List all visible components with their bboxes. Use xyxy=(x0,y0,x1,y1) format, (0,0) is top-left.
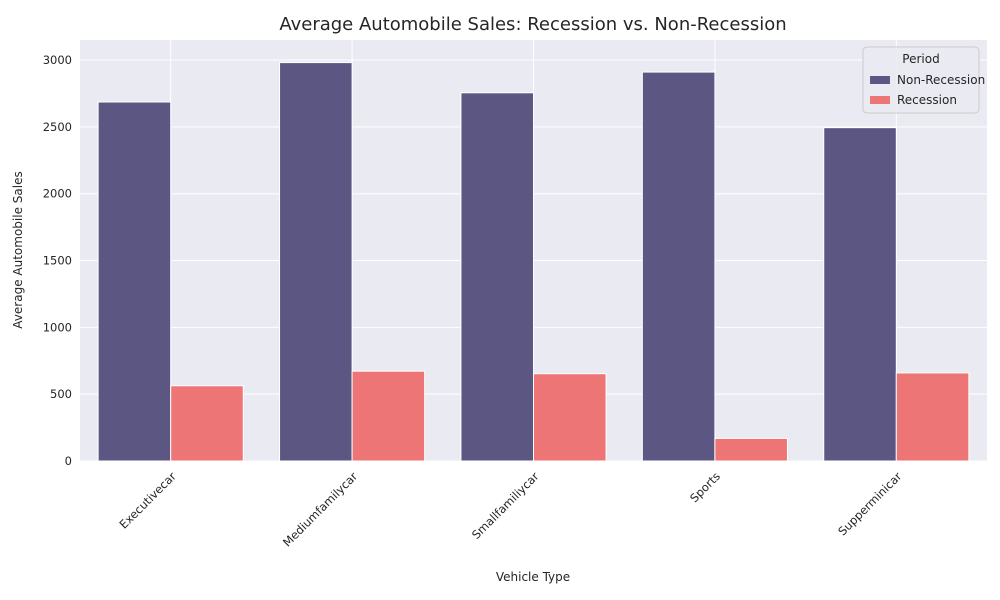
legend-box xyxy=(862,46,980,114)
y-tick-label: 500 xyxy=(50,387,72,401)
legend-entry: Non-Recession xyxy=(897,73,985,87)
bar-non-recession-executivecar xyxy=(97,101,172,462)
bar-recession-mediumfamilycar xyxy=(351,370,426,462)
y-tick-label: 3000 xyxy=(43,53,72,67)
bar-recession-supperminicar xyxy=(895,372,970,462)
x-tick-label: Sports xyxy=(687,469,723,505)
bar-non-recession-mediumfamilycar xyxy=(279,62,353,462)
legend-entry: Recession xyxy=(897,93,957,107)
bars xyxy=(97,62,970,462)
legend-swatch xyxy=(870,96,890,104)
bar-recession-sports xyxy=(714,437,788,462)
bar-non-recession-smallfamiliycar xyxy=(460,92,534,462)
bar-non-recession-sports xyxy=(641,71,716,462)
bar-recession-executivecar xyxy=(170,385,244,462)
x-tick-label: Mediumfamilycar xyxy=(280,469,361,550)
y-tick-label: 2000 xyxy=(43,187,72,201)
x-tick-label: Executivecar xyxy=(117,469,179,531)
x-axis-ticks: Executivecar Mediumfamilycar Smallfamiliyc… xyxy=(117,469,905,550)
legend: Period Non-Recession Recession xyxy=(862,46,985,114)
y-tick-label: 2500 xyxy=(43,120,72,134)
y-tick-label: 1500 xyxy=(43,254,72,268)
chart-title: Average Automobile Sales: Recession vs. … xyxy=(279,14,786,35)
legend-swatch xyxy=(870,76,890,84)
legend-title: Period xyxy=(902,52,939,66)
y-axis-label: Average Automobile Sales xyxy=(11,171,25,328)
x-tick-label: Supperminicar xyxy=(835,469,904,538)
x-tick-label: Smallfamiliycar xyxy=(469,469,542,542)
y-tick-label: 0 xyxy=(65,454,72,468)
y-axis-ticks: 0 500 1000 1500 2000 2500 3000 xyxy=(43,53,72,468)
bar-recession-smallfamiliycar xyxy=(533,373,607,462)
bar-non-recession-supperminicar xyxy=(823,127,897,462)
y-tick-label: 1000 xyxy=(43,320,72,334)
x-axis-label: Vehicle Type xyxy=(496,570,570,584)
